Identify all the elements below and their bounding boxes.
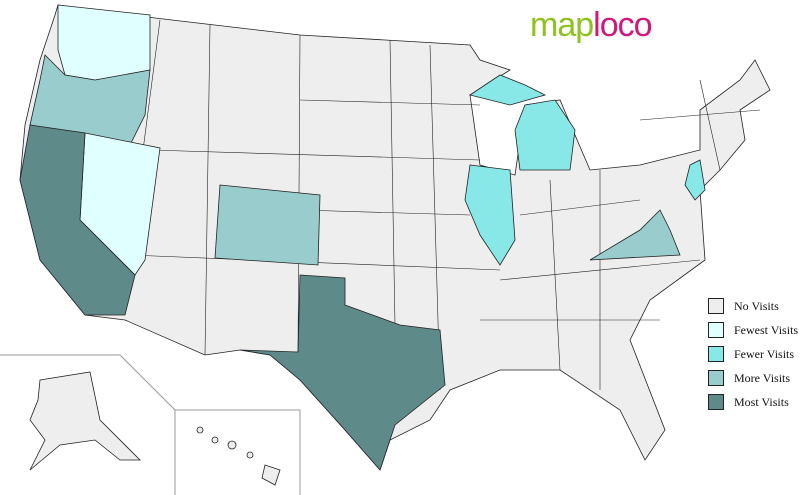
legend-label: No Visits: [734, 298, 779, 313]
state-michigan-lower[interactable]: [514, 99, 576, 171]
legend-item: More Visits: [708, 366, 798, 390]
legend: No Visits Fewest Visits Fewer Visits Mor…: [708, 294, 798, 414]
legend-item: Fewest Visits: [708, 318, 798, 342]
legend-item: No Visits: [708, 294, 798, 318]
state-california[interactable]: [19, 124, 136, 316]
legend-label: Fewer Visits: [734, 346, 795, 361]
state-oregon[interactable]: [29, 54, 151, 146]
legend-swatch: [708, 394, 724, 410]
legend-item: Most Visits: [708, 390, 798, 414]
legend-item: Fewer Visits: [708, 342, 798, 366]
state-colorado[interactable]: [214, 184, 321, 266]
logo-text-loco: loco: [593, 6, 652, 44]
state-texas[interactable]: [239, 274, 446, 471]
state-new-jersey[interactable]: [684, 159, 706, 201]
logo-text-map: map: [530, 6, 594, 44]
state-virginia[interactable]: [589, 209, 681, 261]
state-illinois[interactable]: [464, 164, 516, 266]
alaska-inset-border: [0, 354, 176, 495]
state-michigan-upper[interactable]: [469, 74, 547, 106]
legend-swatch: [708, 370, 724, 386]
state-washington[interactable]: [57, 4, 151, 81]
maploco-logo: maploco: [530, 6, 653, 45]
state-borders: [129, 19, 761, 391]
legend-label: Fewest Visits: [734, 322, 799, 337]
legend-swatch: [708, 322, 724, 338]
state-hawaii[interactable]: [196, 426, 281, 486]
legend-swatch: [708, 298, 724, 314]
hawaii-inset-border: [175, 409, 301, 495]
legend-label: Most Visits: [734, 394, 789, 409]
state-alaska[interactable]: [29, 371, 141, 471]
legend-label: More Visits: [734, 370, 791, 385]
legend-swatch: [708, 346, 724, 362]
